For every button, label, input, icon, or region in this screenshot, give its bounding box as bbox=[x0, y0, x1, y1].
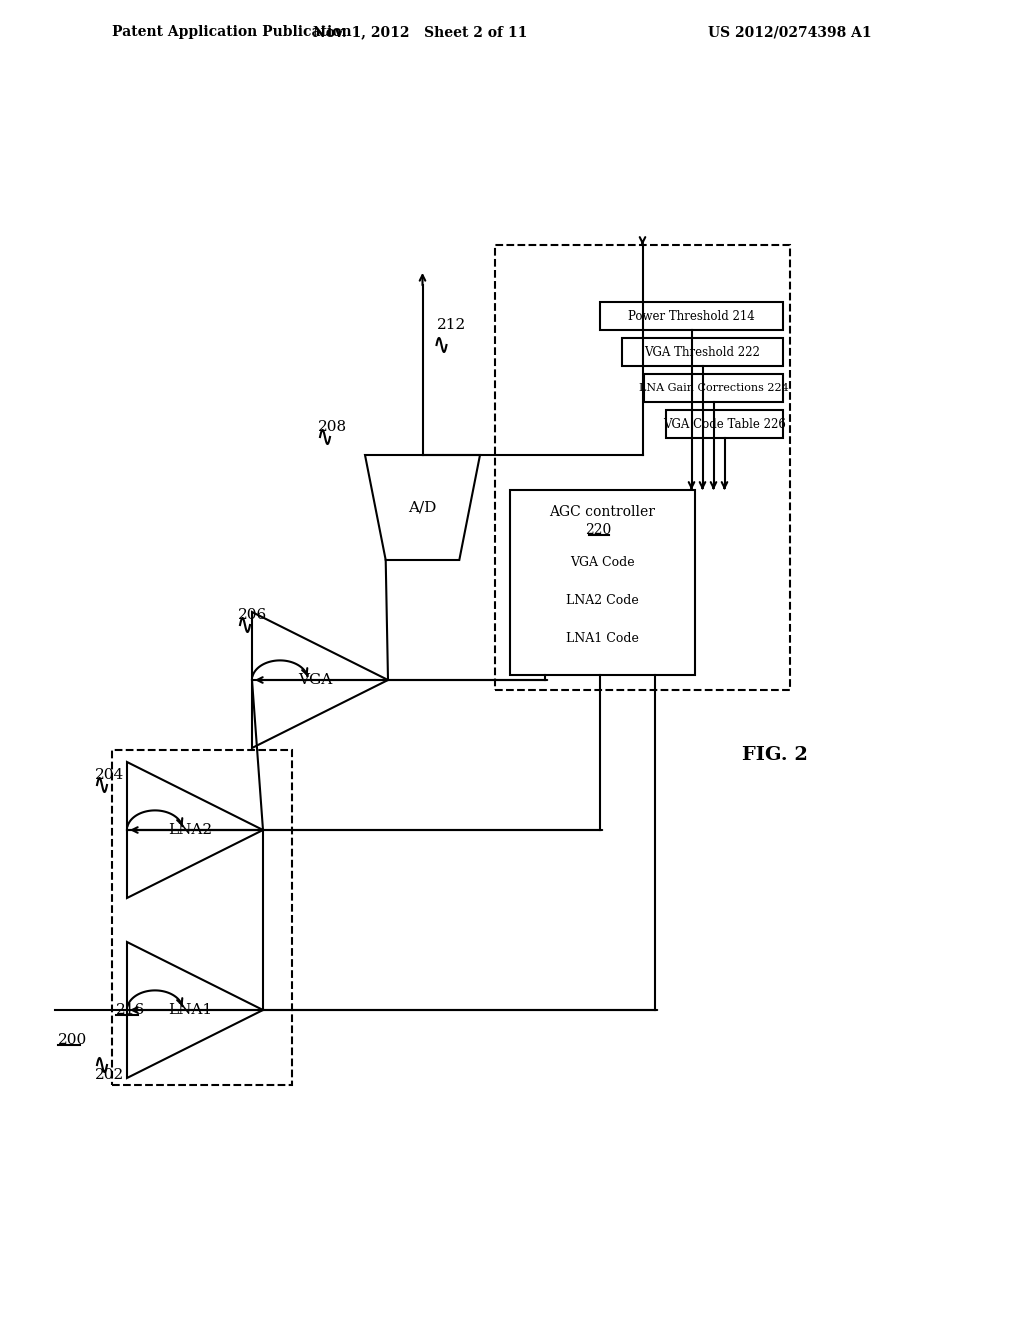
Text: US 2012/0274398 A1: US 2012/0274398 A1 bbox=[709, 25, 871, 40]
Text: FIG. 2: FIG. 2 bbox=[742, 746, 808, 764]
Text: Nov. 1, 2012   Sheet 2 of 11: Nov. 1, 2012 Sheet 2 of 11 bbox=[312, 25, 527, 40]
Text: LNA2: LNA2 bbox=[168, 822, 212, 837]
Text: VGA Code Table 226: VGA Code Table 226 bbox=[664, 417, 786, 430]
Bar bbox=[666, 411, 783, 438]
Text: Patent Application Publication: Patent Application Publication bbox=[112, 25, 351, 40]
Text: VGA: VGA bbox=[298, 673, 332, 686]
Text: LNA1: LNA1 bbox=[168, 1003, 212, 1016]
Text: 206: 206 bbox=[238, 609, 267, 622]
Text: VGA Threshold 222: VGA Threshold 222 bbox=[644, 346, 761, 359]
Polygon shape bbox=[365, 455, 480, 560]
Text: 204: 204 bbox=[95, 768, 124, 781]
Text: 202: 202 bbox=[95, 1068, 124, 1082]
Bar bbox=[112, 750, 292, 1085]
Text: AGC controller: AGC controller bbox=[550, 506, 655, 519]
Polygon shape bbox=[127, 942, 263, 1078]
Text: A/D: A/D bbox=[409, 500, 436, 515]
Text: VGA Code: VGA Code bbox=[570, 556, 635, 569]
Text: 200: 200 bbox=[58, 1034, 87, 1047]
Bar bbox=[510, 490, 695, 675]
Bar bbox=[600, 302, 783, 330]
Bar bbox=[644, 374, 783, 403]
Text: LNA1 Code: LNA1 Code bbox=[566, 631, 639, 644]
Text: 216: 216 bbox=[116, 1003, 145, 1016]
Bar bbox=[622, 338, 783, 366]
Text: 208: 208 bbox=[318, 420, 347, 434]
Bar bbox=[495, 246, 790, 690]
Text: Power Threshold 214: Power Threshold 214 bbox=[628, 309, 755, 322]
Text: LNA Gain Corrections 224: LNA Gain Corrections 224 bbox=[639, 383, 788, 393]
Text: LNA2 Code: LNA2 Code bbox=[566, 594, 639, 606]
Text: 212: 212 bbox=[436, 318, 466, 333]
Text: 220: 220 bbox=[586, 523, 611, 537]
Polygon shape bbox=[252, 612, 388, 748]
Polygon shape bbox=[127, 762, 263, 898]
